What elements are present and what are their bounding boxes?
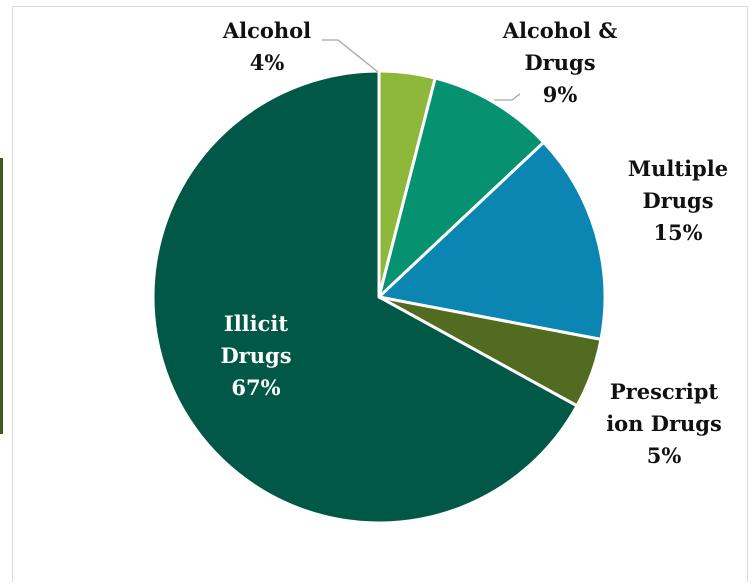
data-label-text: Drugs bbox=[642, 188, 713, 213]
pie-slices bbox=[151, 69, 607, 525]
data-label-text: Illicit bbox=[224, 311, 289, 336]
data-label-illicit-drugs: Illicit Drugs 67% bbox=[220, 311, 291, 400]
slice-labels: Alcohol 4% Alcohol & Drugs 9% Multiple Drugs 15… bbox=[220, 18, 728, 468]
data-label-text: Drugs bbox=[524, 50, 595, 75]
leader-lines bbox=[322, 39, 521, 101]
data-label-multiple-drugs: Multiple Drugs 15% bbox=[628, 156, 728, 245]
data-label-text: Drugs bbox=[220, 343, 291, 368]
data-label-text: Prescript bbox=[610, 379, 719, 404]
data-label-text: Alcohol bbox=[222, 18, 311, 43]
data-label-text: ion Drugs bbox=[606, 411, 722, 436]
data-label-alcohol: Alcohol 4% bbox=[222, 18, 311, 75]
data-label-percent: 67% bbox=[231, 375, 280, 400]
leader-line-alcohol bbox=[322, 39, 379, 73]
data-label-percent: 4% bbox=[250, 50, 285, 75]
data-label-percent: 5% bbox=[647, 443, 682, 468]
data-label-text: Alcohol & bbox=[502, 18, 618, 43]
leader-line-alcohol-drugs bbox=[494, 93, 521, 101]
data-label-percent: 15% bbox=[653, 220, 702, 245]
pie-slice-alcohol-drugs bbox=[377, 76, 546, 299]
data-label-alcohol-drugs: Alcohol & Drugs 9% bbox=[502, 18, 618, 107]
pie-slice-multiple-drugs bbox=[377, 140, 607, 341]
data-label-percent: 9% bbox=[543, 82, 578, 107]
data-label-text: Multiple bbox=[628, 156, 728, 181]
data-label-prescript-ion-drugs: Prescript ion Drugs 5% bbox=[606, 379, 722, 468]
pie-slice-illicit-drugs bbox=[151, 69, 579, 525]
chart-frame bbox=[12, 6, 748, 582]
left-accent-bar bbox=[0, 158, 3, 434]
